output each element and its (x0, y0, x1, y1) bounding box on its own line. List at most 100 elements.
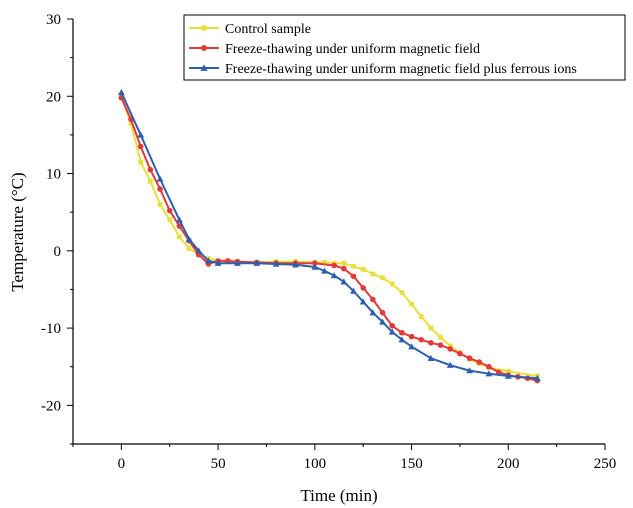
x-tick-label-150: 150 (400, 456, 423, 472)
x-tick-label-100: 100 (304, 456, 327, 472)
series-2-point (341, 265, 347, 272)
series-3-point (398, 336, 406, 343)
x-tick-label-250: 250 (594, 456, 617, 472)
series-1-point (370, 271, 376, 277)
axes (72, 19, 605, 445)
series-3-point (408, 343, 415, 350)
series-3-point (388, 328, 396, 335)
series-1-point (428, 325, 434, 331)
series-2-point (379, 309, 386, 316)
y-tick-label-20: 20 (46, 89, 61, 105)
series-1-point (128, 120, 134, 126)
series-1-point (322, 260, 327, 265)
series-1-point (186, 246, 192, 251)
legend-marker-1 (201, 25, 207, 31)
series-2-point (399, 329, 405, 336)
series-3-point (466, 367, 473, 374)
series-1-point (147, 178, 153, 184)
series-1-point (138, 159, 144, 165)
series-2-line (120, 97, 538, 382)
series-2-point (457, 350, 463, 357)
series-2-point (312, 260, 318, 266)
x-tick-label-50: 50 (211, 456, 226, 472)
series-3-point (117, 89, 125, 96)
series-2-point (437, 342, 444, 348)
series-2-point (486, 363, 492, 370)
x-axis-title: Time (min) (300, 486, 377, 505)
y-tick-label-10: 10 (46, 167, 61, 183)
series-3-point (205, 257, 212, 264)
series-3-point (234, 259, 241, 266)
series-3-point (137, 131, 145, 138)
legend-item-2: Freeze-thawing under uniform magnetic fi… (189, 42, 480, 57)
series-2-point (137, 143, 144, 150)
series-3-point (533, 374, 541, 382)
series-2-point (418, 336, 425, 343)
series-3 (117, 89, 541, 382)
y-tick-label--20: -20 (41, 398, 61, 414)
series-3-point (311, 263, 319, 270)
series-3-point (185, 235, 193, 242)
legend-item-1: Control sample (189, 22, 311, 37)
series-2-point (360, 285, 366, 291)
series-1-point (360, 266, 366, 272)
series-3-point (176, 216, 183, 223)
series-1-point (409, 301, 414, 307)
series-3-point (330, 272, 338, 279)
series-2-point (466, 355, 473, 362)
series-2-point (389, 322, 396, 329)
series-1 (118, 93, 540, 379)
series-2-point (350, 273, 357, 280)
tick-labels: 0 50 100 150 200 250 -20 -10 0 10 20 30 (41, 12, 616, 472)
series-3-line (120, 91, 538, 380)
series-1-point (438, 334, 443, 340)
legend-box (183, 14, 626, 81)
series-2-point (476, 359, 483, 365)
legend-label-1: Control sample (225, 22, 311, 37)
x-tick-label-200: 200 (497, 456, 520, 472)
series-2 (118, 95, 541, 384)
series-3-point (446, 361, 454, 368)
ticks (67, 18, 606, 450)
legend-item-3: Freeze-thawing under uniform magnetic fi… (189, 62, 577, 77)
legend-marker-2 (201, 45, 207, 51)
series-3-point (379, 318, 386, 325)
y-tick-label--10: -10 (41, 321, 61, 337)
x-tick-label-0: 0 (118, 456, 126, 472)
y-axis-title: Temperature (°C) (8, 172, 27, 291)
legend-marker-3 (200, 64, 208, 71)
series-2-point (495, 369, 502, 375)
series-1-point (389, 281, 395, 287)
series-2-point (157, 186, 163, 192)
series-1-point (341, 260, 347, 266)
series-1-point (167, 217, 173, 223)
legend-label-2: Freeze-thawing under uniform magnetic fi… (225, 42, 480, 57)
series-3-point (195, 247, 203, 254)
series-2-point (447, 346, 454, 352)
series-2-point (331, 262, 337, 269)
series-2-point (428, 339, 434, 346)
series-3-point (321, 267, 328, 274)
series-2-point (408, 333, 415, 340)
legend: Control sample Freeze-thawing under unifo… (183, 14, 626, 81)
series-1-line (120, 95, 538, 377)
series-3-point (504, 372, 512, 379)
series-2-point (147, 166, 154, 173)
series-3-point (292, 261, 299, 268)
series-2-point (370, 296, 376, 303)
series-group (117, 89, 541, 384)
series-3-point (272, 260, 280, 267)
series-3-point (350, 287, 357, 294)
series-3-point (485, 370, 493, 377)
series-3-point (369, 309, 377, 316)
y-tick-label-30: 30 (46, 12, 61, 28)
series-1-point (447, 343, 453, 349)
series-1-point (380, 275, 385, 281)
series-3-point (156, 175, 164, 182)
series-3-point (427, 354, 435, 361)
series-3-point (340, 278, 348, 285)
series-1-point (351, 263, 356, 269)
series-1-point (418, 314, 424, 319)
series-3-point (214, 259, 222, 266)
